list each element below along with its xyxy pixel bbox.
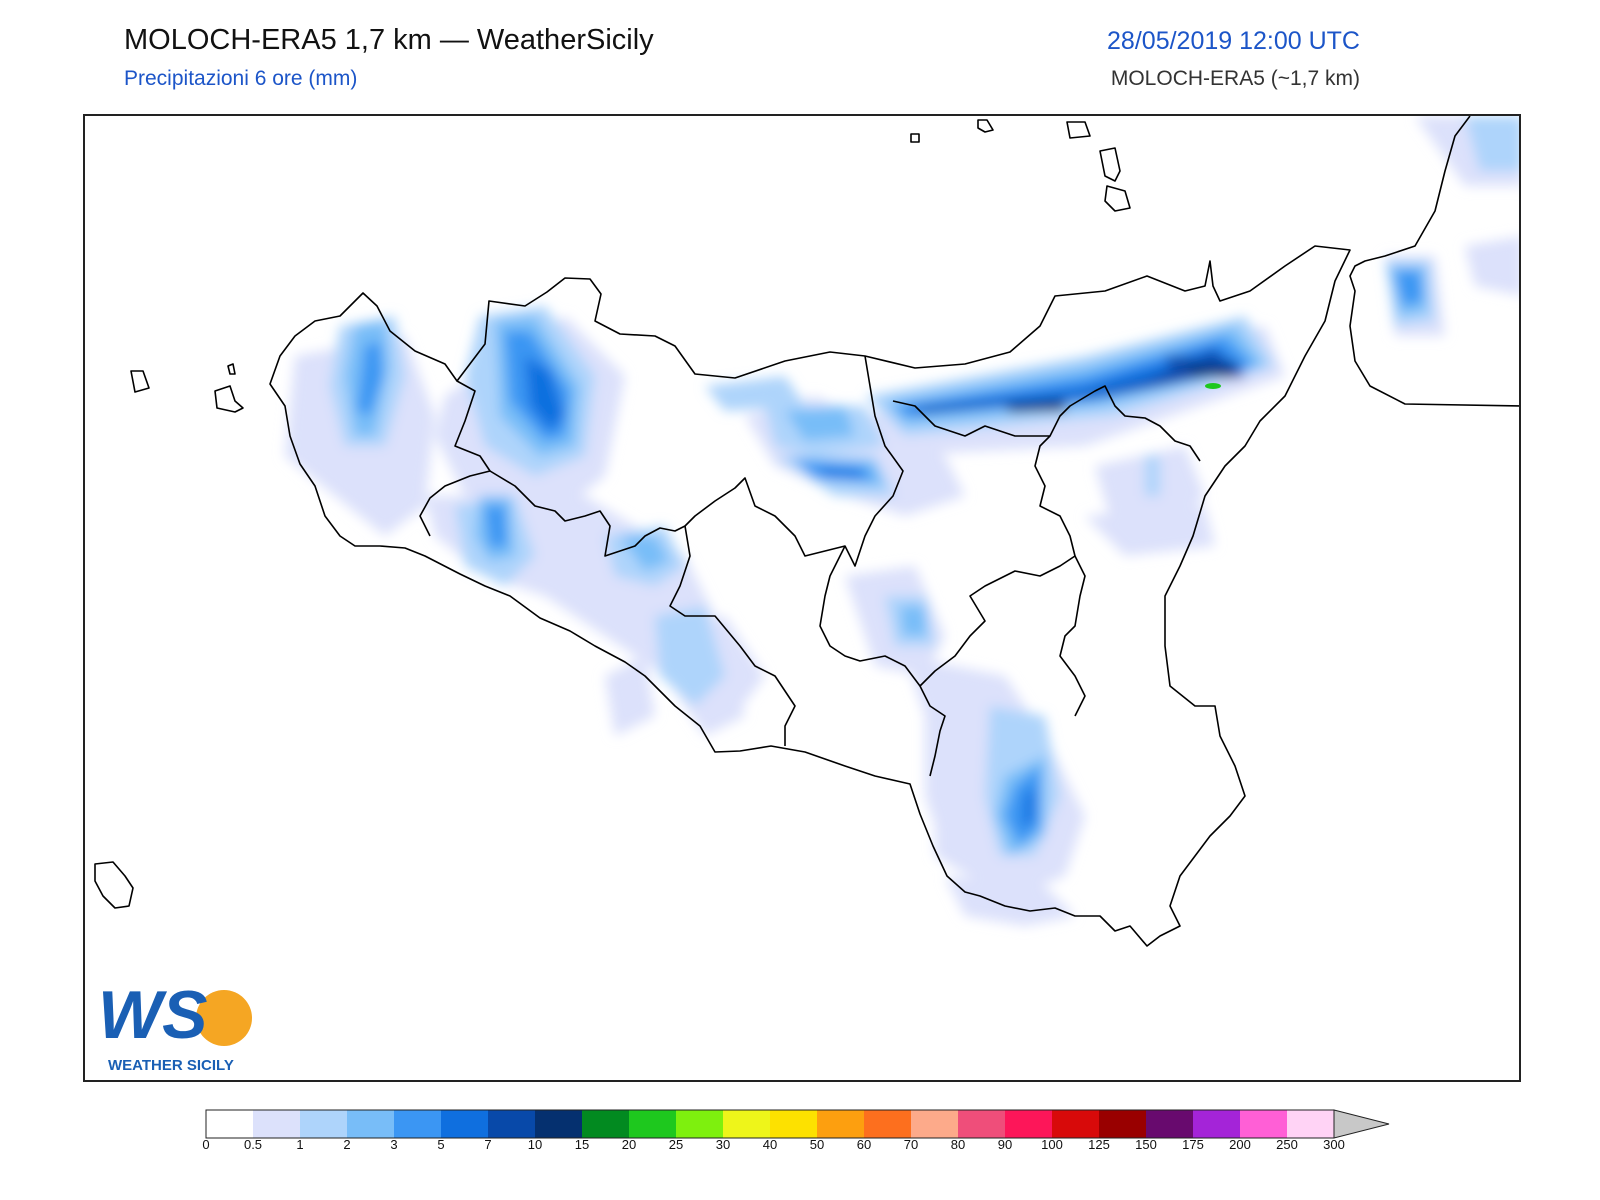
colorbar-tick-label: 250 <box>1276 1137 1298 1152</box>
precipitation-max-spot <box>1205 383 1221 389</box>
colorbar-segment <box>911 1110 958 1138</box>
coastline <box>94 116 1519 947</box>
logo-letters: WS <box>98 977 208 1053</box>
colorbar-segment <box>1052 1110 1099 1138</box>
logo-text: WEATHER SICILY <box>108 1057 234 1074</box>
colorbar-tick-label: 150 <box>1135 1137 1157 1152</box>
colorbar-segment <box>723 1110 770 1138</box>
weather-sicily-logo: WS WEATHER SICILY <box>96 976 256 1076</box>
colorbar-segment <box>1099 1110 1146 1138</box>
colorbar-tick-label: 60 <box>856 1137 872 1152</box>
colorbar-tick-label: 300 <box>1323 1137 1345 1152</box>
colorbar-segment <box>1146 1110 1193 1138</box>
colorbar-segment <box>1287 1110 1334 1138</box>
colorbar-tick-label: 7 <box>484 1137 492 1152</box>
chart-title: MOLOCH-ERA5 1,7 km — WeatherSicily <box>124 24 654 56</box>
map-canvas <box>94 116 1519 947</box>
colorbar-tick-label: 5 <box>437 1137 445 1152</box>
colorbar-tick-label: 1 <box>296 1137 304 1152</box>
colorbar-segment <box>582 1110 629 1138</box>
colorbar-tick-label: 50 <box>809 1137 825 1152</box>
chart-subtitle: Precipitazioni 6 ore (mm) <box>124 67 358 90</box>
colorbar-segment <box>300 1110 347 1138</box>
colorbar-tick-label: 90 <box>997 1137 1013 1152</box>
colorbar-tick-label: 70 <box>903 1137 919 1152</box>
colorbar-segment <box>1193 1110 1240 1138</box>
colorbar-segment <box>1240 1110 1287 1138</box>
colorbar-tick-label: 3 <box>390 1137 398 1152</box>
colorbar-segment <box>864 1110 911 1138</box>
colorbar-segment <box>253 1110 300 1138</box>
colorbar-segment <box>535 1110 582 1138</box>
colorbar-tick-label: 0 <box>202 1137 210 1152</box>
colorbar-segment <box>958 1110 1005 1138</box>
colorbar-segment <box>488 1110 535 1138</box>
precipitation-map <box>83 114 1521 1082</box>
colorbar-segment <box>676 1110 723 1138</box>
colorbar-tick-label: 20 <box>621 1137 637 1152</box>
precipitation-field <box>285 116 1519 926</box>
colorbar-tick-label: 175 <box>1182 1137 1204 1152</box>
colorbar-segment <box>394 1110 441 1138</box>
colorbar-overflow-arrow <box>1333 1109 1390 1139</box>
colorbar-tick-label: 80 <box>950 1137 966 1152</box>
colorbar-segment <box>441 1110 488 1138</box>
colorbar-segment <box>1005 1110 1052 1138</box>
valid-datetime: 28/05/2019 12:00 UTC <box>1107 27 1360 55</box>
colorbar-segment <box>206 1110 253 1138</box>
colorbar-segment <box>817 1110 864 1138</box>
colorbar-segment <box>770 1110 817 1138</box>
model-label: MOLOCH-ERA5 (~1,7 km) <box>1110 67 1360 90</box>
colorbar-tick-label: 10 <box>527 1137 543 1152</box>
colorbar-tick-label: 0.5 <box>243 1137 263 1152</box>
colorbar-segment <box>629 1110 676 1138</box>
colorbar-tick-label: 200 <box>1229 1137 1251 1152</box>
colorbar-tick-label: 25 <box>668 1137 684 1152</box>
colorbar-tick-label: 15 <box>574 1137 590 1152</box>
colorbar-tick-label: 125 <box>1088 1137 1110 1152</box>
colorbar-tick-label: 30 <box>715 1137 731 1152</box>
colorbar-tick-label: 2 <box>343 1137 351 1152</box>
colorbar-border <box>205 1109 1335 1139</box>
colorbar-segment <box>347 1110 394 1138</box>
precipitation-colorbar <box>205 1109 1390 1139</box>
colorbar-tick-label: 40 <box>762 1137 778 1152</box>
colorbar-tick-label: 100 <box>1041 1137 1063 1152</box>
